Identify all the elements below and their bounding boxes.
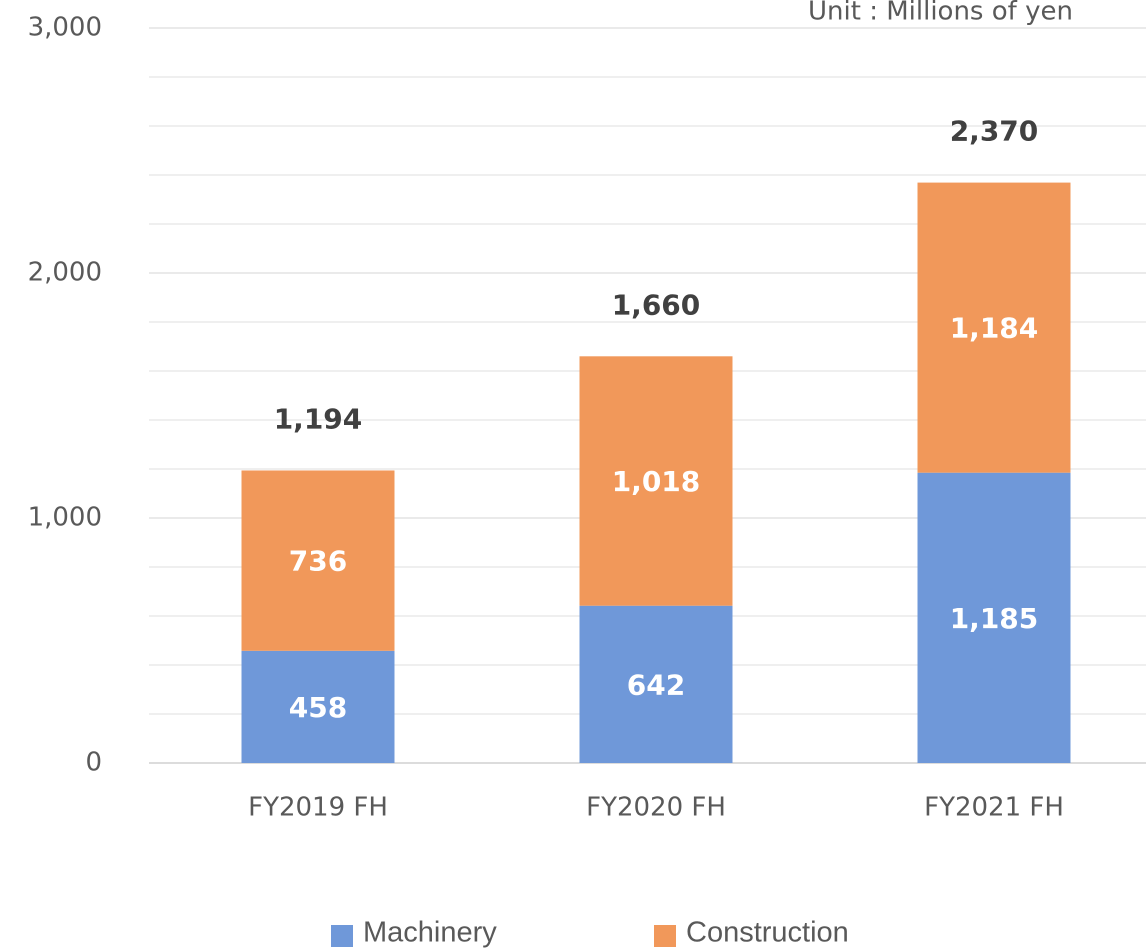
- y-tick-label: 2,000: [28, 258, 102, 288]
- x-tick-label: FY2019 FH: [248, 793, 388, 823]
- unit-note: Unit : Millions of yen: [808, 0, 1073, 27]
- data-label: 736: [289, 545, 347, 578]
- legend-swatch: [654, 925, 676, 947]
- data-label: 458: [289, 691, 347, 724]
- legend-label: Construction: [686, 917, 849, 949]
- data-label: 1,018: [612, 465, 701, 498]
- bar-segment: [241, 470, 395, 651]
- legend-label: Machinery: [363, 917, 497, 949]
- bar-segment: [917, 472, 1071, 763]
- total-label: 1,660: [612, 288, 701, 321]
- bar-segment: [917, 182, 1071, 473]
- y-tick-label: 3,000: [28, 13, 102, 43]
- total-label: 1,194: [274, 402, 363, 435]
- x-tick-label: FY2021 FH: [924, 793, 1064, 823]
- bar-segment: [579, 605, 733, 763]
- data-label: 1,185: [950, 602, 1039, 635]
- bar-segment: [241, 650, 395, 763]
- y-tick-label: 0: [85, 748, 102, 778]
- data-label: 642: [627, 668, 685, 701]
- legend-swatch: [331, 925, 353, 947]
- data-label: 1,184: [950, 312, 1039, 345]
- x-tick-label: FY2020 FH: [586, 793, 726, 823]
- y-tick-label: 1,000: [28, 503, 102, 533]
- bar-segment: [579, 356, 733, 606]
- total-label: 2,370: [950, 114, 1039, 147]
